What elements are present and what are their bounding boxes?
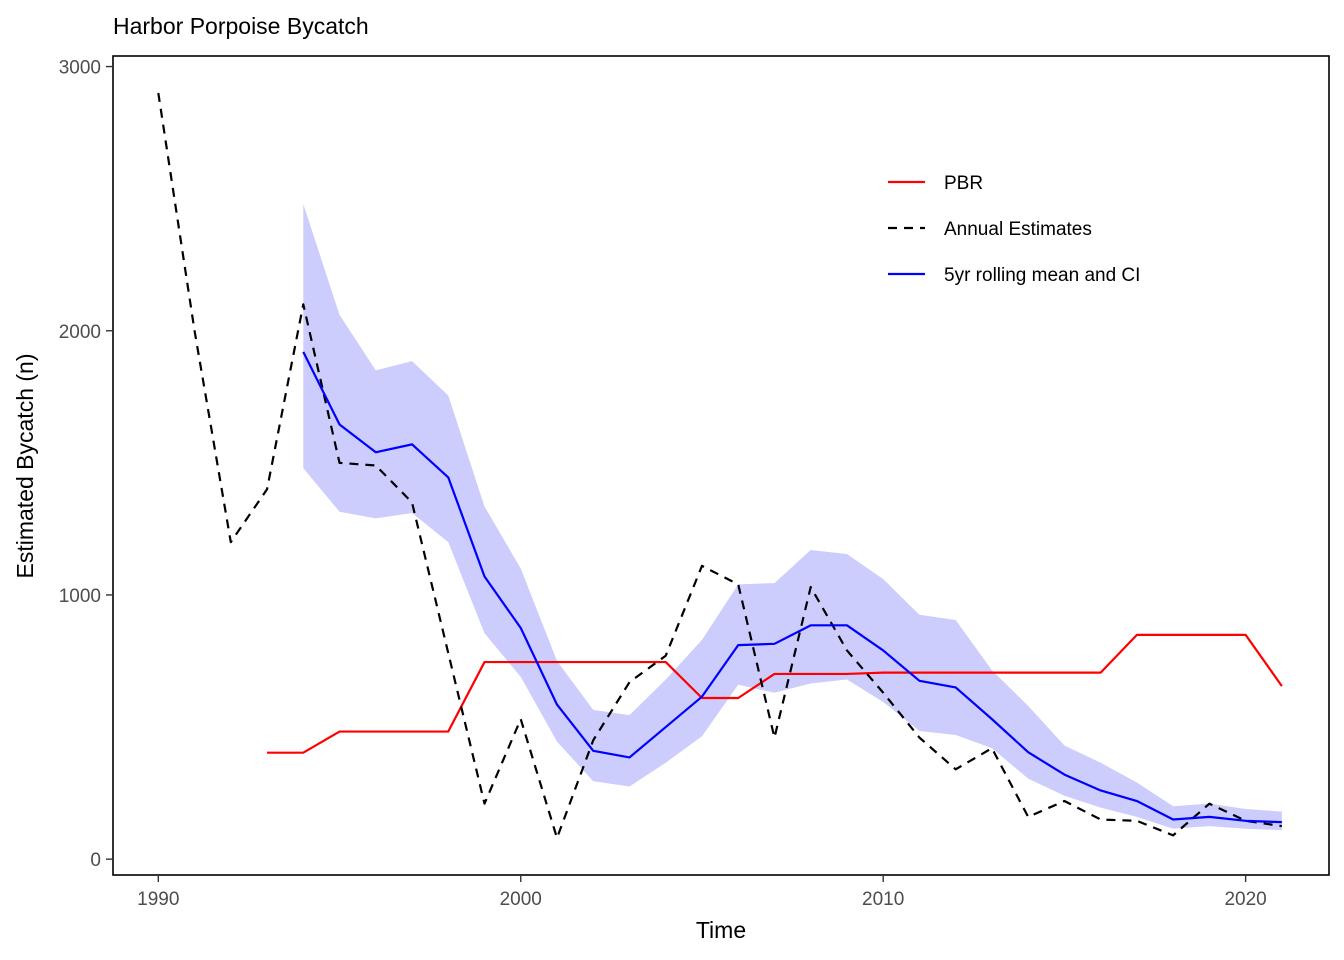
y-axis-title: Estimated Bycatch (n) — [12, 354, 38, 579]
y-tick-label: 2000 — [59, 322, 101, 343]
y-tick-label: 3000 — [59, 58, 101, 79]
pbr-line — [267, 633, 1283, 754]
legend: PBR Annual Estimates 5yr rolling mean and … — [888, 173, 1140, 286]
x-tick-label: 2020 — [1224, 889, 1266, 910]
ci-band — [303, 203, 1282, 831]
legend-label-pbr: PBR — [944, 173, 983, 194]
x-tick-label: 1990 — [137, 889, 179, 910]
plot-area: 1990 2000 2010 2020 0 1000 2000 3000 PBR Annual E… — [59, 55, 1330, 910]
rolling-mean-line — [302, 351, 1282, 824]
x-tick-label: 2010 — [862, 889, 904, 910]
legend-label-rolling: 5yr rolling mean and CI — [944, 265, 1140, 286]
x-tick-label: 2000 — [500, 889, 542, 910]
chart-title: Harbor Porpoise Bycatch — [113, 13, 369, 39]
plot-panel-border — [112, 55, 1330, 876]
annual-estimates-line — [157, 92, 1283, 840]
y-tick-label: 0 — [90, 850, 101, 871]
y-tick-label: 1000 — [59, 586, 101, 607]
legend-label-annual: Annual Estimates — [944, 219, 1092, 240]
x-axis-title: Time — [696, 917, 746, 943]
